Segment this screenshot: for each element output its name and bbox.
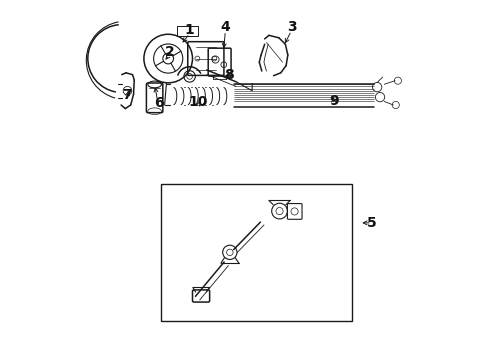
Text: 3: 3: [287, 20, 296, 34]
Text: 10: 10: [188, 95, 208, 109]
Text: 2: 2: [164, 45, 174, 59]
Text: 5: 5: [367, 216, 377, 230]
Bar: [161, 184, 352, 321]
Text: 7: 7: [122, 88, 132, 102]
Text: 4: 4: [220, 20, 230, 34]
Bar: [177, 26, 198, 36]
Text: 1: 1: [185, 23, 195, 37]
Text: 6: 6: [154, 96, 163, 110]
Text: 8: 8: [224, 68, 234, 82]
Text: 9: 9: [329, 94, 339, 108]
